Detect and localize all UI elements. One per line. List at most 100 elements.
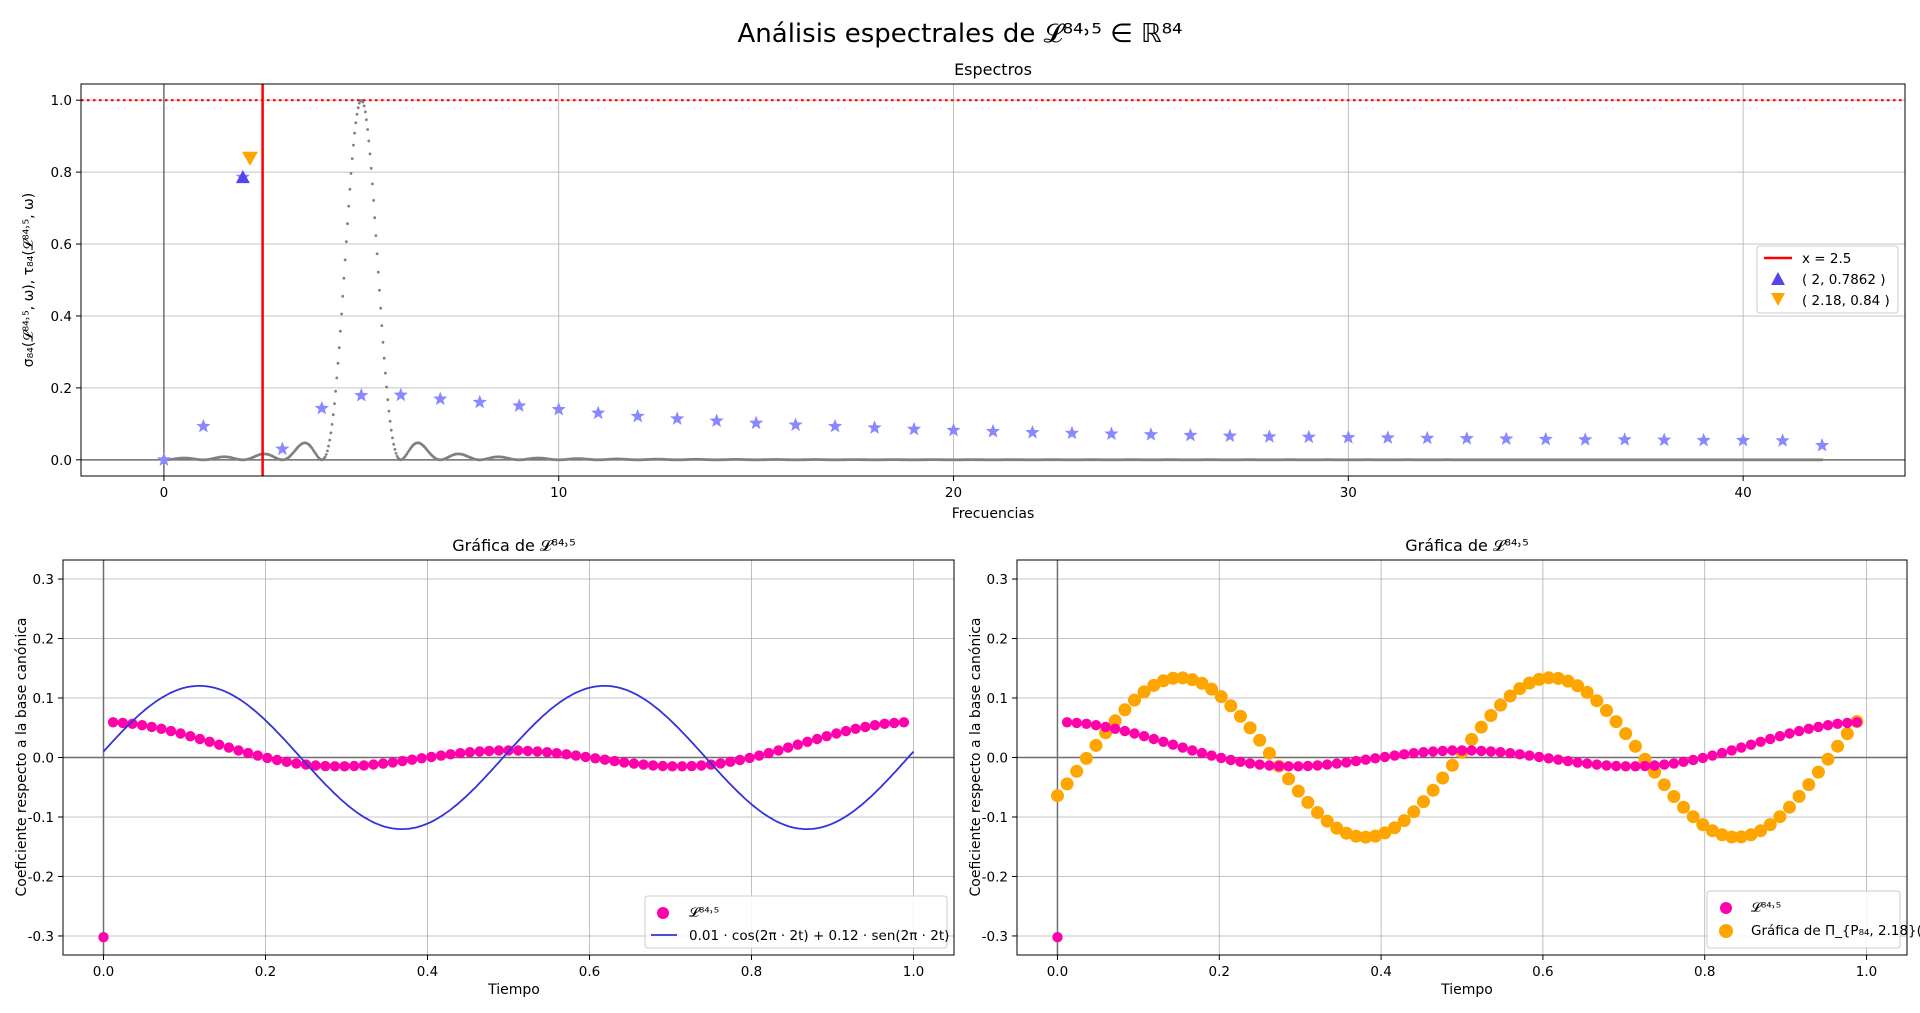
spectrum-point <box>345 240 348 243</box>
y-tick-label: 0.0 <box>987 751 1008 767</box>
integer-spectrum-star <box>512 398 526 412</box>
signal-point <box>571 750 581 760</box>
signal-point <box>1168 740 1178 750</box>
signal-point <box>1553 755 1563 765</box>
x-tick-label: 40 <box>1735 485 1752 501</box>
projection-point <box>1244 721 1257 734</box>
signal-point <box>899 717 909 727</box>
signal-point <box>1505 748 1515 758</box>
y-tick-label: 0.2 <box>987 632 1008 648</box>
signal-point <box>1765 734 1775 744</box>
spectrum-point <box>327 445 330 448</box>
signal-point <box>484 746 494 756</box>
signal-point <box>1332 758 1342 768</box>
signal-point <box>1139 731 1149 741</box>
spectrum-point <box>376 252 379 255</box>
signal-point <box>156 724 166 734</box>
y-tick-label: 0.1 <box>33 691 54 707</box>
spectrum-point <box>385 386 388 389</box>
signal-left-ylabel: Coeficiente respecto a la base canónica <box>14 618 30 897</box>
signal-point <box>397 756 407 766</box>
spectrum-point <box>338 346 341 349</box>
projection-point <box>1494 699 1507 712</box>
projection-point <box>1051 789 1064 802</box>
signal-point <box>1640 761 1650 771</box>
signal-point <box>1804 724 1814 734</box>
signal-point <box>1784 728 1794 738</box>
signal-point <box>1563 756 1573 766</box>
signal-point <box>1486 746 1496 756</box>
figure-suptitle: Análisis espectrales de 𝓛⁸⁴˒⁵ ∈ ℝ⁸⁴ <box>738 19 1183 49</box>
spectrum-point <box>346 222 349 225</box>
signal-point <box>1235 757 1245 767</box>
projection-point <box>1253 734 1266 747</box>
signal-point <box>1534 752 1544 762</box>
signal-point <box>1621 761 1631 771</box>
projection-point <box>1407 805 1420 818</box>
y-tick-label: 0.3 <box>987 572 1008 588</box>
signal-point <box>1717 748 1727 758</box>
signal-point <box>291 758 301 768</box>
projection-point <box>1802 778 1815 791</box>
signal-point <box>648 760 658 770</box>
signal-point <box>725 757 735 767</box>
signal-panel-right: 0.0 0.2 0.4 0.6 0.8 1.0 -0.3 -0.2 -0.1 0.0 0.1 0.2 0… <box>968 536 1920 998</box>
projection-point <box>1234 710 1247 723</box>
integer-spectrum-star <box>354 388 368 402</box>
spectrum-point <box>386 398 389 401</box>
projection-point <box>1773 810 1786 823</box>
signal-point <box>1187 745 1197 755</box>
spectrum-point <box>347 205 350 208</box>
signal-point <box>204 737 214 747</box>
spectrum-point <box>375 234 378 237</box>
signal-point <box>1823 720 1833 730</box>
y-tick-label: 0.8 <box>51 165 72 181</box>
projection-point <box>1118 703 1131 716</box>
y-tick-label: -0.3 <box>28 929 54 945</box>
spectrum-point <box>370 167 373 170</box>
signal-point <box>1495 747 1505 757</box>
signal-point <box>1736 742 1746 752</box>
signal-point <box>542 747 552 757</box>
spectrum-point <box>330 432 333 435</box>
x-tick-label: 0.4 <box>417 964 438 980</box>
integer-spectrum-star <box>1262 429 1276 443</box>
spectrum-point <box>378 289 381 292</box>
projection-point <box>1446 759 1459 772</box>
signal-point <box>667 761 677 771</box>
signal-point <box>580 752 590 762</box>
signal-point <box>108 717 118 727</box>
spectrum-point <box>377 271 380 274</box>
spectrum-point <box>384 372 387 375</box>
signal-point <box>359 760 369 770</box>
signal-point <box>378 758 388 768</box>
x-tick-label: 1.0 <box>903 964 924 980</box>
signal-point <box>1255 759 1265 769</box>
signal-point <box>272 755 282 765</box>
integer-spectrum-star <box>1499 432 1513 446</box>
signal-point <box>1274 761 1284 771</box>
projection-point <box>1629 740 1642 753</box>
signal-point <box>339 761 349 771</box>
signal-point <box>1264 760 1274 770</box>
signal-point <box>214 740 224 750</box>
signal-point <box>1370 753 1380 763</box>
y-tick-label: -0.3 <box>982 929 1008 945</box>
y-tick-label: 0.0 <box>51 453 72 469</box>
signal-point <box>619 757 629 767</box>
signal-point <box>1678 757 1688 767</box>
max-continuous-marker <box>242 152 258 166</box>
spectrum-xlabel: Frecuencias <box>952 506 1035 522</box>
signal-point <box>783 742 793 752</box>
spectrum-point <box>380 324 383 327</box>
projection-point <box>1783 801 1796 814</box>
signal-point <box>98 932 108 942</box>
signal-point <box>1544 753 1554 763</box>
spectrum-point <box>331 423 334 426</box>
spectrum-series <box>81 84 1905 476</box>
y-tick-label: 0.4 <box>51 309 72 325</box>
signal-point <box>1515 749 1525 759</box>
signal-point <box>1592 759 1602 769</box>
signal-point <box>1659 759 1669 769</box>
signal-point <box>629 758 639 768</box>
